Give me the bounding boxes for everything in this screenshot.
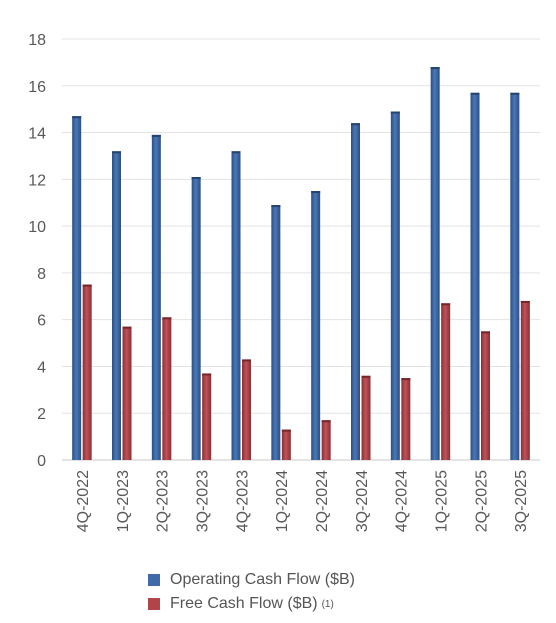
bar-cap-operating-cash-flow [191, 176, 201, 179]
x-tick-label: 2Q-2024 [314, 470, 331, 532]
bar-free-cash-flow [82, 284, 92, 460]
bar-cap-operating-cash-flow [231, 151, 241, 154]
bar-free-cash-flow [441, 303, 451, 460]
y-tick-label: 10 [28, 219, 46, 236]
bar-operating-cash-flow [191, 176, 201, 460]
legend: Operating Cash Flow ($B) Free Cash Flow … [148, 568, 355, 616]
y-tick-label: 14 [28, 126, 46, 143]
x-tick-label: 3Q-2024 [354, 470, 371, 532]
bar-cap-free-cash-flow [162, 317, 172, 320]
bar-operating-cash-flow [390, 111, 400, 460]
bar-operating-cash-flow [430, 67, 440, 461]
bar-free-cash-flow [202, 373, 212, 460]
x-tick-label: 1Q-2024 [274, 470, 291, 532]
bar-cap-free-cash-flow [481, 331, 490, 334]
bar-free-cash-flow [281, 429, 291, 460]
bar-cap-operating-cash-flow [510, 92, 520, 95]
bar-free-cash-flow [321, 420, 331, 460]
bar-cap-operating-cash-flow [112, 151, 121, 154]
y-tick-label: 16 [28, 79, 46, 96]
y-tick-label: 18 [28, 32, 46, 49]
bars [72, 67, 530, 461]
y-tick-label: 4 [37, 359, 46, 376]
bar-operating-cash-flow [470, 92, 480, 461]
bar-free-cash-flow [481, 331, 490, 460]
bar-cap-operating-cash-flow [470, 92, 480, 95]
legend-label-free-cash-flow: Free Cash Flow ($B) [170, 595, 318, 612]
x-axis-tick-labels: 4Q-2022 1Q-2023 2Q-2023 3Q-2023 4Q-2023 1Q-20… [75, 470, 530, 532]
x-tick-label: 1Q-2023 [115, 470, 132, 532]
x-tick-label: 4Q-2023 [234, 470, 251, 532]
y-tick-label: 6 [37, 313, 46, 330]
bar-cap-operating-cash-flow [151, 134, 161, 137]
legend-label-operating-cash-flow: Operating Cash Flow ($B) [170, 571, 355, 588]
x-tick-label: 2Q-2023 [155, 470, 172, 532]
bar-cap-operating-cash-flow [430, 67, 440, 70]
legend-swatch-operating-cash-flow [148, 574, 160, 586]
bar-cap-operating-cash-flow [351, 123, 360, 126]
bar-operating-cash-flow [271, 205, 281, 460]
gridlines [62, 38, 540, 461]
bar-cap-operating-cash-flow [311, 191, 321, 194]
y-tick-label: 8 [37, 266, 46, 283]
bar-operating-cash-flow [510, 92, 520, 461]
bar-cap-free-cash-flow [202, 373, 212, 376]
bar-operating-cash-flow [72, 116, 82, 460]
bar-cap-free-cash-flow [281, 429, 291, 432]
bar-cap-operating-cash-flow [271, 205, 281, 208]
legend-swatch-free-cash-flow [148, 598, 160, 610]
bar-cap-free-cash-flow [441, 303, 451, 306]
x-tick-label: 3Q-2023 [194, 470, 211, 532]
x-tick-label: 4Q-2024 [394, 470, 411, 532]
bar-cap-operating-cash-flow [390, 111, 400, 114]
x-tick-label: 2Q-2025 [473, 470, 490, 532]
bar-free-cash-flow [242, 359, 251, 460]
x-tick-label: 4Q-2022 [75, 470, 92, 532]
legend-item-operating-cash-flow: Operating Cash Flow ($B) [148, 568, 355, 592]
bar-cap-free-cash-flow [520, 300, 530, 303]
bar-cap-free-cash-flow [82, 284, 92, 287]
bar-cap-operating-cash-flow [72, 116, 82, 119]
y-tick-label: 2 [37, 406, 46, 423]
bar-cap-free-cash-flow [361, 375, 371, 378]
bar-cap-free-cash-flow [122, 326, 132, 329]
bar-cap-free-cash-flow [401, 378, 411, 381]
legend-footnote-free-cash-flow: (1) [321, 598, 334, 610]
bar-cap-free-cash-flow [321, 420, 331, 423]
bar-free-cash-flow [162, 317, 172, 460]
y-axis-tick-labels: 0 2 4 6 8 10 12 14 16 18 [28, 32, 46, 470]
x-tick-label: 1Q-2025 [433, 470, 450, 532]
bar-operating-cash-flow [151, 134, 161, 460]
bar-cap-free-cash-flow [242, 359, 251, 362]
bar-free-cash-flow [401, 378, 411, 460]
bar-operating-cash-flow [351, 123, 360, 460]
bar-operating-cash-flow [231, 151, 241, 460]
bar-operating-cash-flow [311, 191, 321, 460]
bar-free-cash-flow [520, 300, 530, 460]
y-tick-label: 0 [37, 453, 46, 470]
bar-free-cash-flow [361, 375, 371, 460]
bar-free-cash-flow [122, 326, 132, 460]
bar-operating-cash-flow [112, 151, 121, 460]
legend-item-free-cash-flow: Free Cash Flow ($B) (1) [148, 592, 355, 616]
x-tick-label: 3Q-2025 [513, 470, 530, 532]
y-tick-label: 12 [28, 172, 46, 189]
